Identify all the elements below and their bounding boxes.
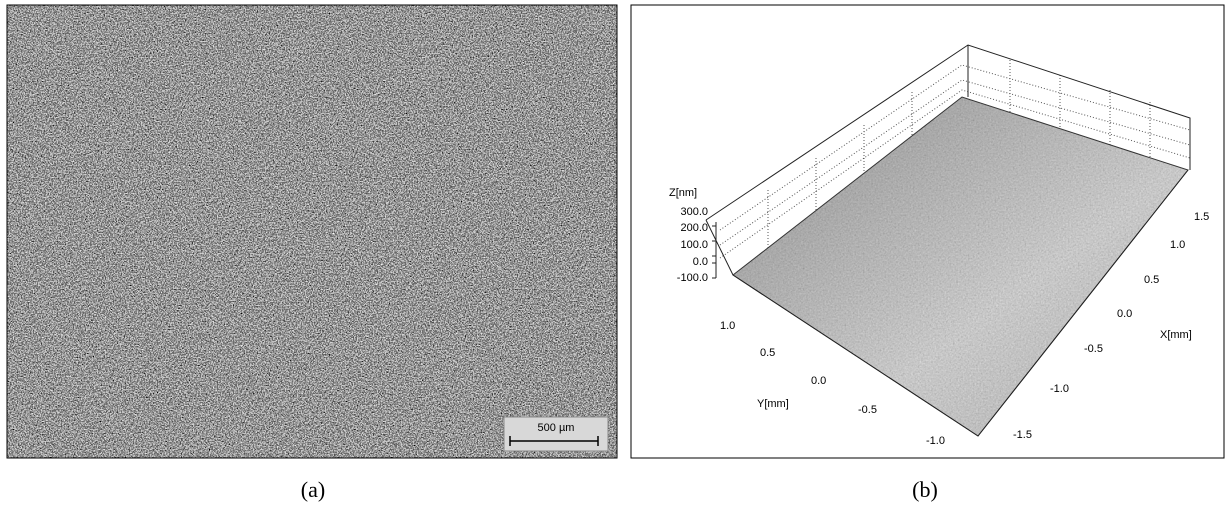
- z-tick-label: 300.0: [680, 206, 708, 218]
- z-tick-label: 200.0: [680, 222, 708, 234]
- caption: (a): [301, 477, 325, 502]
- x-tick-label: 1.0: [1170, 239, 1185, 251]
- y-axis-label: Y[mm]: [757, 398, 789, 410]
- scale-bar: [509, 436, 599, 446]
- z-axis-label: Z[nm]: [669, 187, 697, 199]
- y-tick-label: -0.5: [858, 404, 877, 416]
- y-tick-label: 0.5: [760, 347, 775, 359]
- x-tick-label: 0.5: [1144, 274, 1159, 286]
- x-tick-label: -0.5: [1084, 343, 1103, 355]
- scale-bar-label: 500 µm: [538, 422, 575, 434]
- x-tick-label: -1.0: [1050, 383, 1069, 395]
- x-axis-label: X[mm]: [1160, 329, 1192, 341]
- x-tick-label: 0.0: [1117, 308, 1132, 320]
- y-tick-label: 0.0: [811, 375, 826, 387]
- panel-b: Z[nm] 300.0 200.0 100.0 0.0 -100.0 X[mm]…: [630, 4, 1225, 502]
- panel-a: 500 µm (a): [6, 4, 618, 502]
- micrograph: [7, 5, 617, 458]
- x-tick-label: 1.5: [1194, 211, 1209, 223]
- z-tick-label: 100.0: [680, 239, 708, 251]
- x-tick-label: -1.5: [1013, 429, 1032, 441]
- y-tick-label: -1.0: [926, 435, 945, 447]
- z-tick-label: 0.0: [693, 256, 708, 268]
- frame: [6, 4, 618, 459]
- scale-bar-box: [503, 416, 609, 452]
- caption: (b): [912, 477, 938, 502]
- y-tick-label: 1.0: [720, 320, 735, 332]
- front-edges: [732, 169, 1189, 437]
- box-grid: [705, 44, 1191, 279]
- z-tick-label: -100.0: [677, 272, 708, 284]
